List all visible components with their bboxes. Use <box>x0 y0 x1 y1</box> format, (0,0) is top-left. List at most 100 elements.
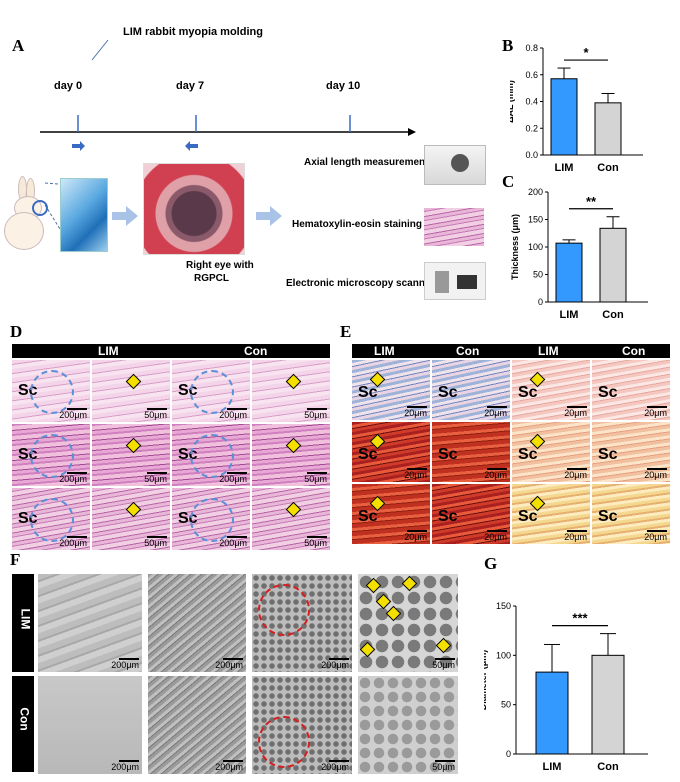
yellow-arrow-icon <box>359 641 376 658</box>
scale-label: 50μm <box>304 474 327 484</box>
y-tick-label: 200 <box>528 187 543 197</box>
he-tile: Sc 200μm <box>12 488 90 550</box>
scale-label: 20μm <box>484 408 507 418</box>
y-axis-label: Thickness (μm) <box>510 214 520 280</box>
scale-bar <box>647 406 667 408</box>
scale-label: 200μm <box>215 660 243 670</box>
panel-a-label: A <box>12 36 25 55</box>
special-stain-tile: Sc 20μm <box>352 484 430 544</box>
sc-label: Sc <box>598 508 618 525</box>
scale-label: 50μm <box>432 762 455 772</box>
em-tile: 50μm <box>358 676 458 774</box>
scale-bar <box>147 408 167 410</box>
em-device-image <box>424 262 486 300</box>
sc-label: Sc <box>438 508 458 525</box>
em-tile: 200μm <box>38 574 142 672</box>
scale-bar <box>647 530 667 532</box>
significance-stars: *** <box>572 611 588 626</box>
scale-bar <box>487 530 507 532</box>
eye-photo <box>143 163 245 255</box>
scale-bar <box>407 530 427 532</box>
scale-bar <box>307 472 327 474</box>
y-tick-label: 0.0 <box>525 150 538 160</box>
chart-b-svg: 0.0 0.2 0.4 0.6 0.8 ΔAL (mm) LIM Con * <box>510 43 643 174</box>
sc-label: Sc <box>438 446 458 463</box>
sc-label: Sc <box>598 446 618 463</box>
rgpcl-label: RGPCL <box>194 273 229 284</box>
scale-bar <box>329 658 349 660</box>
panel-g-label: G <box>484 554 498 573</box>
bar-lim <box>555 242 583 303</box>
y-tick-label: 0.6 <box>525 70 538 80</box>
scale-label: 200μm <box>215 762 243 772</box>
scale-bar <box>67 472 87 474</box>
dashed-circle-marker <box>30 434 74 478</box>
special-stain-tile: Sc 20μm <box>432 422 510 482</box>
scale-label: 20μm <box>404 532 427 542</box>
scale-bar <box>487 468 507 470</box>
y-tick-label: 100 <box>528 242 543 252</box>
y-tick-label: 0.8 <box>525 43 538 53</box>
scale-label: 20μm <box>404 408 427 418</box>
scale-bar <box>307 408 327 410</box>
scale-label: 200μm <box>111 762 139 772</box>
scale-bar <box>407 468 427 470</box>
scale-bar <box>67 536 87 538</box>
yellow-arrow-icon <box>285 437 302 454</box>
scale-bar <box>119 658 139 660</box>
scale-label: 50μm <box>304 538 327 548</box>
panel-f-lim-sidebar: LIM <box>12 574 34 672</box>
he-tile: Sc 200μm <box>172 360 250 422</box>
y-tick-label: 150 <box>528 215 543 225</box>
special-stain-tile: Sc 20μm <box>512 360 590 420</box>
he-tile: Sc 200μm <box>12 424 90 486</box>
scale-label: 50μm <box>432 660 455 670</box>
scale-bar <box>147 536 167 538</box>
scale-bar <box>67 408 87 410</box>
panel-f-con-sidebar: Con <box>12 676 34 772</box>
x-tick-label: Con <box>597 761 619 773</box>
he-tile: 50μm <box>252 488 330 550</box>
panel-b-label: B <box>502 36 514 55</box>
scale-bar <box>567 406 587 408</box>
special-stain-tile: Sc 20μm <box>432 360 510 420</box>
sc-label: Sc <box>358 508 378 525</box>
special-stain-tile: Sc 20μm <box>352 360 430 420</box>
panel-e-group-4: Con <box>622 344 646 358</box>
chart-c-svg: 0 50 100 150 200 Thickness (μm) LIM Con ** <box>510 187 648 321</box>
panel-f-label: F <box>10 550 21 569</box>
scale-label: 20μm <box>644 470 667 480</box>
panel-c-label: C <box>502 172 515 191</box>
contact-lens-image <box>60 178 108 252</box>
panel-e-label: E <box>340 322 352 341</box>
scale-bar <box>567 468 587 470</box>
scale-label: 50μm <box>304 410 327 420</box>
x-tick-label: Con <box>602 309 624 321</box>
scale-label: 50μm <box>144 474 167 484</box>
scale-label: 20μm <box>644 408 667 418</box>
flow-arrow-1-icon <box>112 206 138 226</box>
panel-f-lim-label: LIM <box>18 608 33 630</box>
y-tick-label: 0 <box>538 297 543 307</box>
scale-label: 50μm <box>144 538 167 548</box>
significance-stars: ** <box>586 194 597 209</box>
red-dashed-circle-marker <box>258 584 310 636</box>
he-tile: 50μm <box>92 424 170 486</box>
yellow-arrow-icon <box>375 593 392 610</box>
special-stain-tile: Sc 20μm <box>592 422 670 482</box>
yellow-arrow-icon <box>125 437 142 454</box>
dashed-circle-marker <box>30 370 74 414</box>
panel-e-group-2: Con <box>456 344 480 358</box>
y-axis-label: ΔAL (mm) <box>510 80 515 123</box>
em-tile: 200μm <box>252 676 352 774</box>
em-tile: 200μm <box>148 676 246 774</box>
arrow-right-icon <box>72 141 85 151</box>
he-tile: Sc 200μm <box>172 488 250 550</box>
x-tick-label: LIM <box>555 162 574 174</box>
scale-bar <box>227 536 247 538</box>
em-tile: 200μm <box>148 574 246 672</box>
scale-label: 200μm <box>111 660 139 670</box>
panel-d-group-con: Con <box>244 344 268 358</box>
y-tick-label: 50 <box>533 270 543 280</box>
step-he: Hematoxylin-eosin staining <box>292 219 423 230</box>
